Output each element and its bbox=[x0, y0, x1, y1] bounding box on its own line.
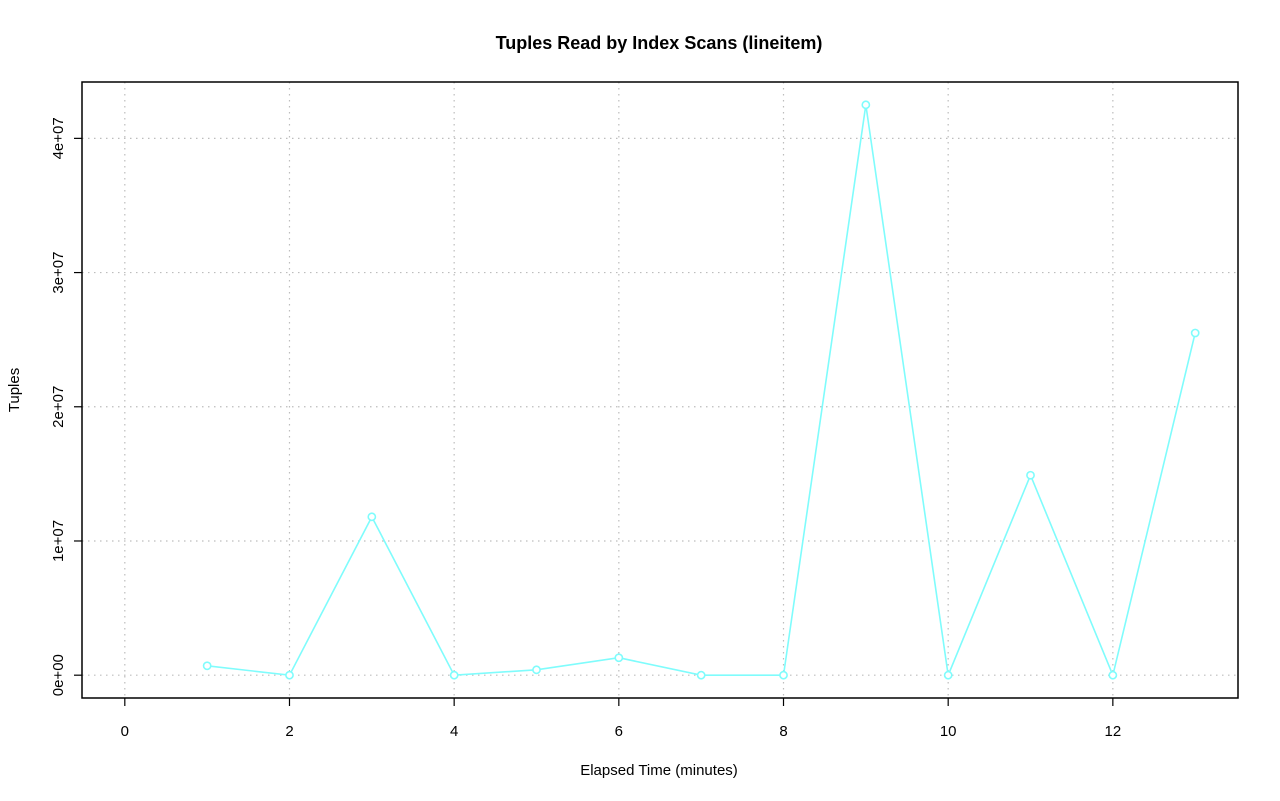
x-axis-label: Elapsed Time (minutes) bbox=[580, 762, 738, 779]
x-tick-label: 6 bbox=[615, 723, 623, 740]
x-tick-label: 12 bbox=[1105, 723, 1122, 740]
series-layer bbox=[202, 100, 1200, 680]
x-tick-label: 4 bbox=[450, 723, 458, 740]
data-point bbox=[285, 670, 294, 680]
y-tick-label: 2e+07 bbox=[50, 386, 67, 428]
axis-layer: 0 2 4 6 8 10 12 0e+00 1e+07 2e+07 3e+07 4e+07 bbox=[50, 117, 1121, 740]
y-tick-label: 1e+07 bbox=[50, 520, 67, 562]
x-tick-label: 0 bbox=[121, 723, 129, 740]
data-point bbox=[1108, 670, 1118, 680]
chart-title: Tuples Read by Index Scans (lineitem) bbox=[496, 33, 823, 53]
data-point bbox=[1026, 470, 1035, 480]
data-point bbox=[202, 661, 212, 671]
plot-frame bbox=[81, 81, 1239, 699]
x-tick-label: 2 bbox=[285, 723, 293, 740]
data-point bbox=[779, 670, 788, 680]
grid-layer bbox=[82, 82, 1238, 698]
y-tick-label: 4e+07 bbox=[50, 117, 67, 159]
data-point bbox=[614, 653, 624, 663]
data-point bbox=[1190, 328, 1200, 338]
x-tick-label: 10 bbox=[940, 723, 957, 740]
y-tick-label: 3e+07 bbox=[50, 252, 67, 294]
data-point bbox=[696, 670, 706, 680]
series-line-0 bbox=[207, 104, 1196, 679]
data-point bbox=[449, 670, 459, 680]
data-point bbox=[532, 665, 541, 675]
data-point bbox=[367, 512, 377, 522]
data-point bbox=[943, 670, 953, 680]
y-axis-label: Tuples bbox=[6, 368, 23, 412]
y-tick-label: 0e+00 bbox=[50, 654, 67, 696]
x-tick-label: 8 bbox=[779, 723, 787, 740]
data-point bbox=[861, 100, 871, 110]
